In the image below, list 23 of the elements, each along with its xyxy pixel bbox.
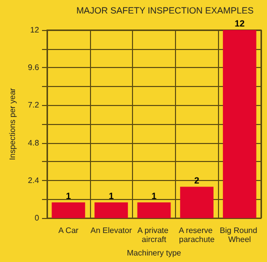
y-tick-label: 4.8 [28, 138, 40, 148]
x-tick-label: A reserve parachute [178, 226, 216, 244]
y-tick-label: 0 [34, 214, 40, 223]
y-tick-label: 9.6 [28, 63, 40, 72]
y-axis-title: Inspections per year [8, 88, 17, 160]
bar [94, 202, 128, 218]
x-axis-title: Machinery type [126, 248, 182, 258]
data-label: 1 [66, 190, 71, 201]
data-label: 1 [108, 190, 114, 201]
bar [52, 202, 86, 218]
bar [137, 202, 171, 218]
x-tick-label: A private aircraft [137, 226, 171, 244]
data-label: 12 [234, 18, 245, 28]
y-tick-label: 2.4 [28, 176, 40, 185]
x-tick-label: Big Round Wheel [220, 226, 260, 244]
bar [222, 30, 256, 218]
y-tick-label: 7.2 [28, 100, 40, 110]
x-tick-label: A Car [58, 226, 79, 236]
chart-title: MAJOR SAFETY INSPECTION EXAMPLES [76, 6, 254, 16]
x-tick-label: An Elevator [90, 226, 132, 236]
bar [180, 186, 214, 218]
data-label: 1 [152, 190, 157, 201]
y-tick-label: 12 [30, 26, 40, 34]
